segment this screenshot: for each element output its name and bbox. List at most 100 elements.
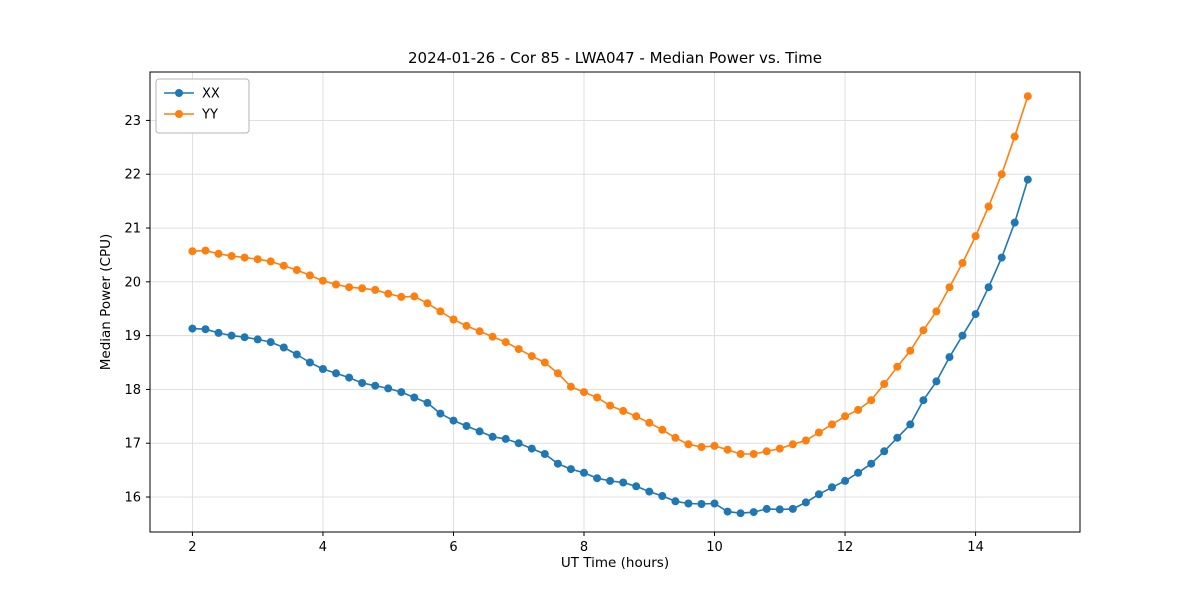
data-point <box>371 381 380 390</box>
x-tick-label: 6 <box>449 540 457 555</box>
data-point <box>371 285 380 294</box>
y-tick-label: 22 <box>124 168 141 183</box>
data-point <box>410 393 419 402</box>
data-point <box>984 202 993 211</box>
data-point <box>240 253 249 262</box>
y-tick-label: 19 <box>124 329 141 344</box>
data-point <box>214 328 223 337</box>
data-point <box>292 350 301 359</box>
data-point <box>658 425 667 434</box>
data-point <box>305 358 314 367</box>
x-tick-label: 2 <box>188 540 196 555</box>
data-point <box>736 450 745 458</box>
data-point <box>593 393 602 402</box>
data-point <box>227 252 236 260</box>
data-point <box>932 377 941 386</box>
data-point <box>749 450 758 458</box>
data-point <box>984 283 993 292</box>
data-point <box>997 170 1006 179</box>
data-point <box>318 365 327 373</box>
legend-marker <box>175 110 183 118</box>
data-point <box>658 492 667 500</box>
data-point <box>332 280 340 289</box>
series-xx <box>188 175 1032 518</box>
data-point <box>514 345 523 354</box>
data-point <box>906 420 915 429</box>
x-axis-label: UT Time (hours) <box>561 555 669 571</box>
data-point <box>958 331 967 340</box>
data-point <box>593 474 602 483</box>
data-point <box>880 447 889 456</box>
x-tick-label: 10 <box>706 540 723 555</box>
data-point <box>332 369 340 378</box>
data-point <box>436 409 445 418</box>
data-point <box>710 441 719 450</box>
data-point <box>1010 132 1019 141</box>
grid-lines <box>150 72 1080 532</box>
series-yy <box>188 92 1032 458</box>
data-point <box>279 343 288 352</box>
data-point <box>345 283 354 292</box>
data-point <box>932 307 941 316</box>
data-point <box>749 508 758 517</box>
data-point <box>867 459 876 468</box>
y-tick-label: 17 <box>124 437 141 452</box>
y-tick-label: 23 <box>124 114 141 129</box>
data-point <box>997 253 1006 262</box>
data-point <box>645 487 654 496</box>
data-point <box>697 443 706 451</box>
data-point <box>1010 218 1019 227</box>
x-tick-label: 14 <box>967 540 984 555</box>
data-point <box>449 416 458 425</box>
data-point <box>867 396 876 405</box>
data-point <box>253 335 262 344</box>
data-point <box>423 299 432 308</box>
data-point <box>253 255 262 264</box>
data-point <box>384 289 393 298</box>
data-point <box>501 338 510 347</box>
data-point <box>240 333 249 342</box>
axis-ticks: 2 4 6 8 10 12 14 16 17 18 19 20 21 22 23 <box>124 114 983 555</box>
data-point <box>788 440 797 449</box>
data-point <box>606 401 615 410</box>
data-point <box>305 271 314 280</box>
data-point <box>292 266 301 274</box>
data-point <box>684 499 693 508</box>
chart-title: 2024-01-26 - Cor 85 - LWA047 - Median Po… <box>408 49 822 67</box>
x-tick-label: 12 <box>837 540 854 555</box>
data-point <box>540 450 549 458</box>
data-point <box>632 412 641 421</box>
data-point <box>566 382 575 391</box>
data-point <box>775 505 784 514</box>
data-point <box>854 405 863 414</box>
data-point <box>1023 175 1032 184</box>
data-point <box>436 307 445 316</box>
data-point <box>318 276 327 285</box>
data-point <box>553 369 562 378</box>
x-tick-label: 8 <box>580 540 588 555</box>
data-point <box>410 292 419 301</box>
data-point <box>527 352 536 361</box>
data-point <box>266 338 275 347</box>
data-point <box>527 444 536 453</box>
data-point <box>475 327 484 336</box>
data-point <box>619 478 628 487</box>
data-point <box>893 433 902 442</box>
data-point <box>606 476 615 485</box>
data-point <box>710 499 719 508</box>
data-point <box>279 261 288 270</box>
data-point <box>449 315 458 324</box>
data-point <box>723 445 732 454</box>
data-point <box>736 509 745 518</box>
data-point <box>580 388 588 397</box>
data-point <box>632 482 641 491</box>
data-point <box>971 232 980 241</box>
data-point <box>814 428 823 437</box>
data-point <box>971 310 980 319</box>
data-point <box>188 247 197 256</box>
y-tick-label: 16 <box>124 491 141 506</box>
data-point <box>723 507 732 516</box>
data-point <box>945 283 954 292</box>
